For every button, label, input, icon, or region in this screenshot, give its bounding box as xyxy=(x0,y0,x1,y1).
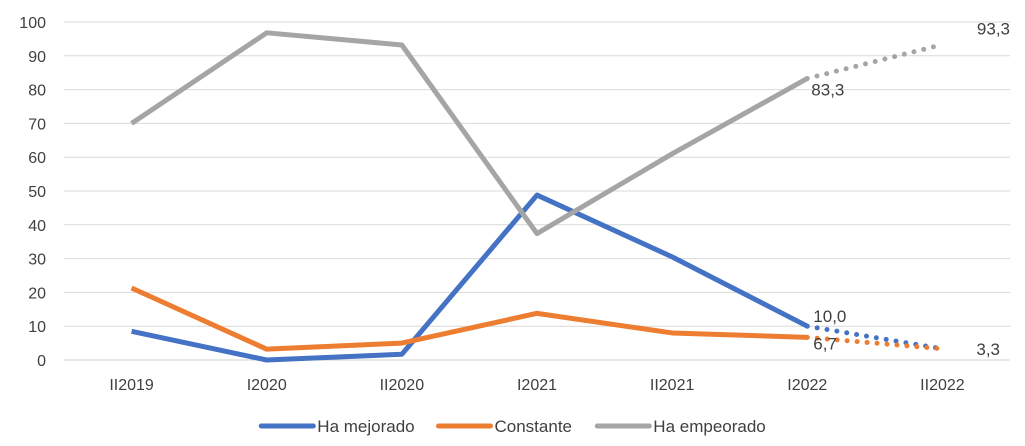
y-tick-label: 70 xyxy=(28,116,46,133)
series-line-solid xyxy=(130,30,809,237)
legend: Ha mejorado Constante Ha empeorado xyxy=(258,417,766,436)
legend-label: Constante xyxy=(495,417,573,436)
data-label: 3,3 xyxy=(976,340,1000,359)
y-axis-tick-labels: 0 10 20 30 40 50 60 70 80 90 100 xyxy=(19,15,46,370)
y-tick-label: 0 xyxy=(37,353,46,370)
series-line-projection xyxy=(804,42,945,81)
x-axis-tick-labels: II2019 I2020 II2020 I2021 II2021 I2022 II2022 xyxy=(109,377,964,394)
y-tick-label: 20 xyxy=(28,285,46,302)
y-tick-label: 90 xyxy=(28,49,46,66)
y-tick-label: 60 xyxy=(28,150,46,167)
x-tick-label: II2022 xyxy=(920,377,965,394)
y-tick-label: 100 xyxy=(19,15,46,32)
series-line-projection xyxy=(804,334,945,352)
series-line-projection xyxy=(804,323,945,352)
y-tick-label: 30 xyxy=(28,252,46,269)
y-tick-label: 80 xyxy=(28,83,46,100)
x-tick-label: II2021 xyxy=(650,377,695,394)
x-tick-label: II2020 xyxy=(380,377,425,394)
data-label: 10,0 xyxy=(813,307,846,326)
x-tick-label: II2019 xyxy=(109,377,154,394)
data-label: 93,3 xyxy=(977,20,1010,39)
x-tick-label: I2021 xyxy=(517,377,557,394)
x-tick-label: I2022 xyxy=(787,377,827,394)
y-tick-label: 50 xyxy=(28,184,46,201)
series-line-solid xyxy=(130,285,808,352)
y-tick-label: 40 xyxy=(28,218,46,235)
data-label: 6,7 xyxy=(813,334,837,353)
series-lines xyxy=(130,30,945,363)
legend-label: Ha empeorado xyxy=(653,417,765,436)
x-tick-label: I2020 xyxy=(247,377,287,394)
y-tick-label: 10 xyxy=(28,319,46,336)
data-labels: 10,0 3,3 6,7 83,3 93,3 xyxy=(811,20,1010,359)
series-line-solid xyxy=(131,192,809,363)
legend-label: Ha mejorado xyxy=(317,417,414,436)
data-label: 83,3 xyxy=(811,80,844,99)
